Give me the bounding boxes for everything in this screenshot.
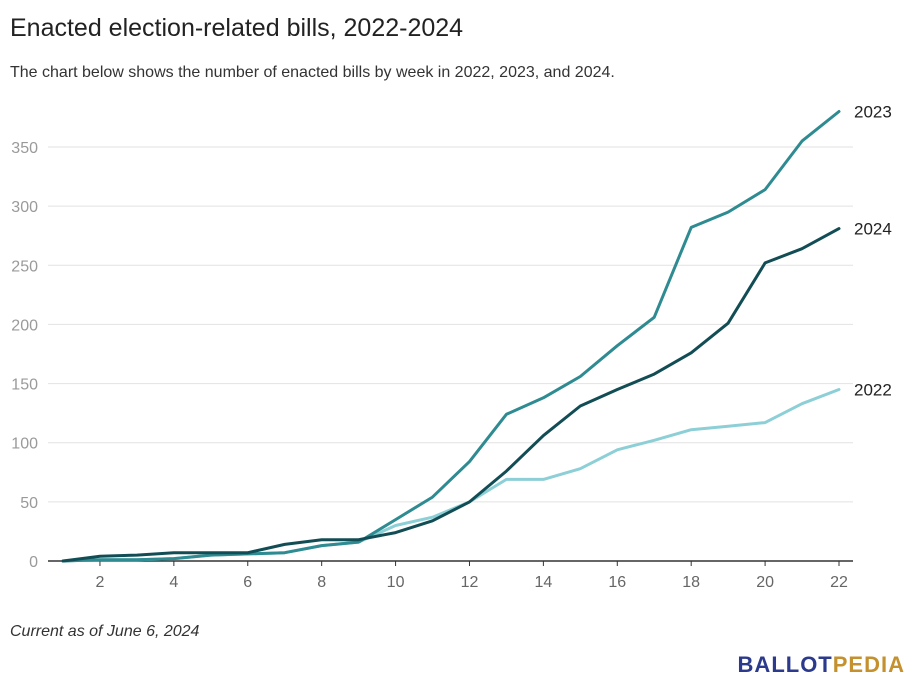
y-axis: 0 50 100 150 200 250 300 350 — [11, 140, 38, 571]
ballotpedia-logo: BALLOTPEDIA — [738, 652, 905, 678]
series-line-2024 — [61, 227, 841, 563]
y-tick-label: 0 — [29, 554, 38, 571]
gridlines — [48, 146, 853, 503]
x-tick-label: 20 — [756, 574, 774, 591]
logo-part-1: BALLOT — [737, 652, 833, 677]
logo-part-2: PEDIA — [832, 652, 905, 677]
series-label-2023: 2023 — [854, 103, 892, 122]
y-tick-label: 50 — [20, 495, 38, 512]
series-label-2024: 2024 — [854, 220, 892, 239]
series-line-2023 — [61, 110, 841, 563]
x-tick-label: 2 — [95, 574, 104, 591]
y-tick-label: 200 — [11, 317, 38, 334]
x-tick-label: 8 — [317, 574, 326, 591]
y-tick-label: 100 — [11, 436, 38, 453]
series-labels: 2022 2023 2024 — [854, 103, 892, 400]
x-tick-label: 22 — [830, 574, 848, 591]
series-label-2022: 2022 — [854, 380, 892, 399]
x-tick-label: 16 — [608, 574, 626, 591]
x-axis: 2 4 6 8 10 12 14 16 18 20 22 — [48, 560, 853, 591]
y-tick-label: 300 — [11, 199, 38, 216]
x-tick-label: 6 — [243, 574, 252, 591]
series-lines — [61, 110, 841, 563]
x-tick-label: 12 — [461, 574, 479, 591]
y-tick-label: 150 — [11, 377, 38, 394]
as-of-note: Current as of June 6, 2024 — [10, 623, 200, 640]
x-tick-label: 18 — [682, 574, 700, 591]
y-tick-label: 350 — [11, 140, 38, 157]
x-tick-label: 14 — [534, 574, 552, 591]
x-tick-label: 4 — [169, 574, 178, 591]
x-tick-label: 10 — [387, 574, 405, 591]
y-tick-label: 250 — [11, 258, 38, 275]
chart-subtitle: The chart below shows the number of enac… — [10, 64, 615, 81]
series-line-2022 — [61, 388, 841, 563]
chart-title: Enacted election-related bills, 2022-202… — [10, 14, 464, 42]
